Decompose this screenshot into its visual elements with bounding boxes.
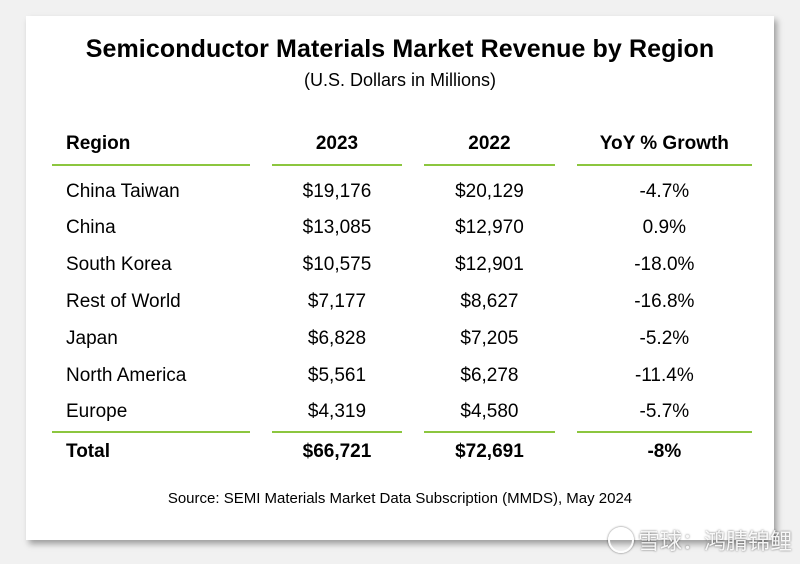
table-row: Rest of World $7,177 $8,627 -16.8% (52, 284, 752, 321)
cell-region: Rest of World (66, 290, 181, 312)
cell-total-label: Total (66, 440, 110, 462)
table-row: South Korea $10,575 $12,901 -18.0% (52, 247, 752, 284)
revenue-table: Region 2023 2022 YoY % Growth China Taiw… (30, 124, 774, 471)
cell-2023: $4,319 (271, 394, 403, 433)
cell-yoy: 0.9% (642, 217, 686, 239)
cell-2023: $13,085 (302, 217, 372, 239)
cell-region: South Korea (66, 254, 172, 276)
cell-region: North America (66, 364, 187, 386)
watermark-text: 雪球：鸿腈锦鲤 (637, 529, 792, 554)
table-header-row: Region 2023 2022 YoY % Growth (52, 124, 752, 166)
cell-2023: $19,176 (302, 181, 372, 202)
column-header-2022: 2022 (424, 124, 555, 166)
chart-title: Semiconductor Materials Market Revenue b… (85, 35, 715, 63)
cell-region: China Taiwan (66, 181, 180, 202)
column-header-yoy: YoY % Growth (576, 124, 752, 166)
cell-2022: $8,627 (460, 290, 519, 312)
cell-2022: $20,129 (455, 181, 524, 202)
cell-total-2022: $72,691 (455, 440, 524, 462)
table-row: China Taiwan $19,176 $20,129 -4.7% (52, 166, 752, 210)
cell-2022: $12,901 (455, 254, 524, 276)
cell-2023: $10,575 (302, 254, 372, 276)
cell-yoy: -16.8% (634, 290, 695, 312)
cell-region: Japan (66, 327, 118, 349)
cell-2022: $4,580 (424, 394, 555, 433)
column-header-region: Region (52, 124, 250, 166)
cell-2022: $6,278 (460, 364, 519, 386)
cell-total-yoy: -8% (647, 440, 682, 462)
cell-2023: $7,177 (307, 290, 367, 312)
watermark: 雪球：鸿腈锦鲤 (607, 524, 792, 556)
table-row: China $13,085 $12,970 0.9% (52, 210, 752, 247)
cell-2022: $7,205 (460, 327, 519, 349)
cell-2022: $12,970 (455, 217, 524, 239)
table-row: North America $5,561 $6,278 -11.4% (52, 357, 752, 394)
cell-yoy: -18.0% (634, 254, 695, 276)
table-card: Semiconductor Materials Market Revenue b… (26, 16, 774, 540)
cell-2023: $5,561 (307, 364, 367, 386)
cell-region: Europe (52, 394, 250, 433)
column-header-2023: 2023 (271, 124, 403, 166)
cell-yoy: -5.7% (576, 394, 752, 433)
cell-yoy: -11.4% (634, 364, 694, 386)
cell-2023: $6,828 (307, 327, 367, 349)
chart-subtitle: (U.S. Dollars in Millions) (303, 70, 497, 90)
cell-total-2023: $66,721 (302, 440, 372, 462)
total-row: Total $66,721 $72,691 -8% (52, 433, 752, 471)
snowball-logo-icon (607, 527, 634, 553)
cell-yoy: -5.2% (639, 327, 690, 349)
table-row: Europe $4,319 $4,580 -5.7% (52, 394, 752, 433)
cell-yoy: -4.7% (639, 181, 690, 202)
source-note: Source: SEMI Materials Market Data Subsc… (167, 490, 633, 507)
table-row: Japan $6,828 $7,205 -5.2% (52, 320, 752, 357)
cell-region: China (66, 217, 116, 239)
